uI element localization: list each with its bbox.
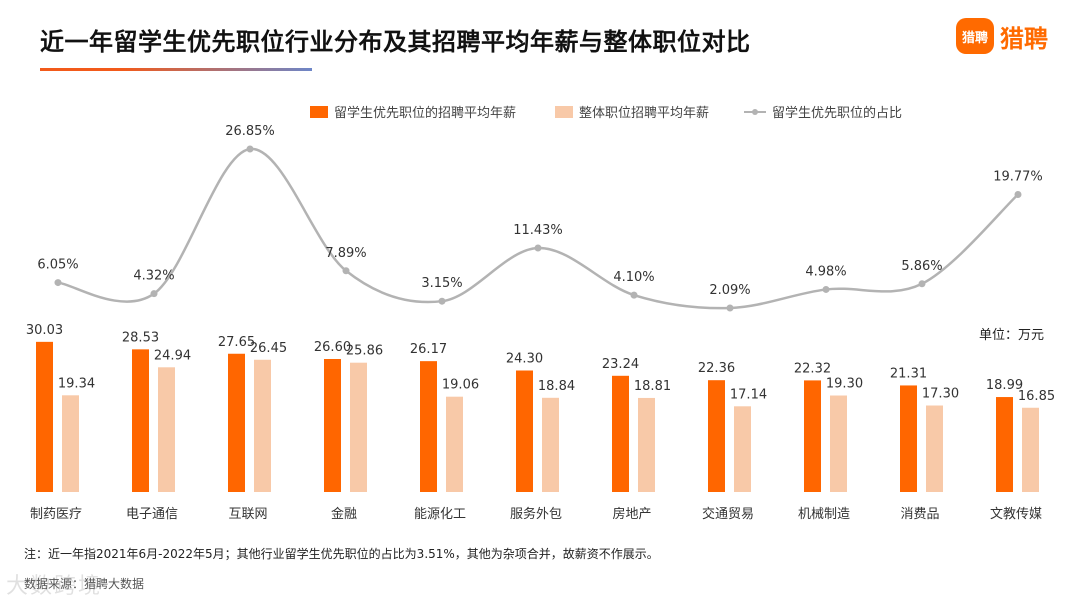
category-label-5: 能源化工: [414, 507, 466, 522]
bar-b-label-2: 24.94: [154, 348, 191, 363]
category-label-2: 电子通信: [126, 507, 178, 522]
bar-b-11: [1022, 407, 1039, 492]
bar-b-label-9: 19.30: [826, 377, 863, 392]
bar-b-label-10: 17.30: [922, 387, 959, 402]
bar-b-1: [62, 395, 79, 492]
bar-b-label-7: 18.81: [634, 379, 671, 394]
category-label-9: 机械制造: [798, 507, 850, 522]
bar-b-8: [734, 406, 751, 492]
bar-b-label-6: 18.84: [538, 379, 575, 394]
share-label-8: 2.09%: [709, 283, 750, 298]
share-label-1: 6.05%: [37, 258, 78, 273]
bar-b-3: [254, 359, 271, 492]
share-label-11: 19.77%: [993, 169, 1043, 184]
bar-a-label-11: 18.99: [986, 378, 1023, 393]
share-label-2: 4.32%: [133, 269, 174, 284]
bar-b-2: [158, 367, 175, 492]
share-label-9: 4.98%: [805, 264, 846, 279]
share-point-8: [726, 304, 734, 312]
share-point-1: [54, 279, 62, 287]
share-point-11: [1014, 190, 1022, 198]
category-label-3: 互联网: [228, 507, 267, 522]
category-label-1: 制药医疗: [30, 507, 82, 522]
bar-a-label-10: 21.31: [890, 366, 927, 381]
bar-a-label-3: 27.65: [218, 335, 255, 350]
category-label-4: 金融: [331, 506, 357, 522]
category-label-6: 服务外包: [510, 506, 562, 522]
bar-a-5: [420, 361, 437, 492]
share-label-7: 4.10%: [613, 270, 654, 285]
legend-label-1: 留学生优先职位的招聘平均年薪: [334, 105, 516, 121]
bar-a-1: [36, 341, 53, 492]
bar-a-3: [228, 353, 245, 492]
legend-label-3: 留学生优先职位的占比: [772, 105, 902, 121]
chart-legend: 留学生优先职位的招聘平均年薪 整体职位招聘平均年薪 留学生优先职位的占比: [310, 105, 902, 121]
legend-swatch-1: [310, 106, 328, 118]
bar-a-6: [516, 370, 533, 492]
brand-name: 猎聘: [1000, 24, 1048, 53]
bar-a-7: [612, 375, 629, 492]
share-line-series: 6.05% 4.32% 26.85% 7.89% 3.15% 11.43% 4.10% 2.0…: [37, 124, 1043, 312]
share-point-3: [246, 145, 254, 153]
bar-b-4: [350, 362, 367, 492]
share-point-9: [822, 285, 830, 293]
bar-a-label-5: 26.17: [410, 342, 447, 357]
bar-b-9: [830, 395, 847, 492]
share-point-5: [438, 297, 446, 305]
bar-a-label-8: 22.36: [698, 361, 735, 376]
legend-marker-3: [752, 109, 758, 115]
data-source: 数据来源：猎聘大数据: [24, 577, 145, 591]
bar-a-label-7: 23.24: [602, 357, 639, 372]
share-label-3: 26.85%: [225, 124, 275, 139]
bar-b-7: [638, 397, 655, 492]
share-point-6: [534, 244, 542, 252]
bar-b-label-5: 19.06: [442, 378, 479, 393]
share-point-4: [342, 267, 350, 275]
category-label-11: 文教传媒: [990, 506, 1042, 522]
share-label-5: 3.15%: [421, 276, 462, 291]
share-point-10: [918, 280, 926, 288]
bar-b-6: [542, 397, 559, 492]
title-underline: [40, 68, 312, 71]
category-label-8: 交通贸易: [702, 506, 754, 522]
bar-a-9: [804, 380, 821, 492]
bar-b-10: [926, 405, 943, 492]
category-label-10: 消费品: [900, 507, 939, 522]
share-label-6: 11.43%: [513, 223, 563, 238]
bar-a-label-9: 22.32: [794, 361, 831, 376]
share-point-2: [150, 290, 158, 298]
category-axis: 制药医疗 电子通信 互联网 金融 能源化工 服务外包 房地产 交通贸易 机械制造 消费品 文教传媒: [30, 506, 1042, 522]
bar-b-label-4: 25.86: [346, 344, 383, 359]
bar-b-label-11: 16.85: [1018, 389, 1055, 404]
footnote: 注：近一年指2021年6月-2022年5月；其他行业留学生优先职位的占比为3.5…: [24, 547, 659, 561]
share-point-7: [630, 291, 638, 299]
bar-b-label-1: 19.34: [58, 376, 95, 391]
bar-a-11: [996, 397, 1013, 492]
bar-b-label-8: 17.14: [730, 387, 767, 402]
legend-label-2: 整体职位招聘平均年薪: [579, 106, 709, 121]
share-line: [57, 147, 1019, 310]
share-label-4: 7.89%: [325, 246, 366, 261]
bar-b-5: [446, 396, 463, 492]
watermark: 大数跨境: [6, 574, 103, 599]
bar-a-4: [324, 359, 341, 492]
unit-label: 单位：万元: [978, 328, 1044, 343]
brand-logo: 猎聘 猎聘: [956, 16, 1048, 56]
bar-a-2: [132, 349, 149, 492]
legend-swatch-2: [555, 106, 573, 118]
share-label-10: 5.86%: [901, 259, 942, 274]
bar-a-label-1: 30.03: [26, 323, 63, 338]
bar-a-label-2: 28.53: [122, 330, 159, 345]
page-title: 近一年留学生优先职位行业分布及其招聘平均年薪与整体职位对比: [40, 28, 751, 56]
bar-a-8: [708, 380, 725, 492]
category-label-7: 房地产: [612, 506, 651, 522]
bar-a-10: [900, 385, 917, 492]
bar-a-label-6: 24.30: [506, 352, 543, 367]
bar-b-label-3: 26.45: [250, 341, 287, 356]
brand-icon: 猎聘: [956, 18, 994, 54]
bar-a-label-4: 26.60: [314, 340, 351, 355]
